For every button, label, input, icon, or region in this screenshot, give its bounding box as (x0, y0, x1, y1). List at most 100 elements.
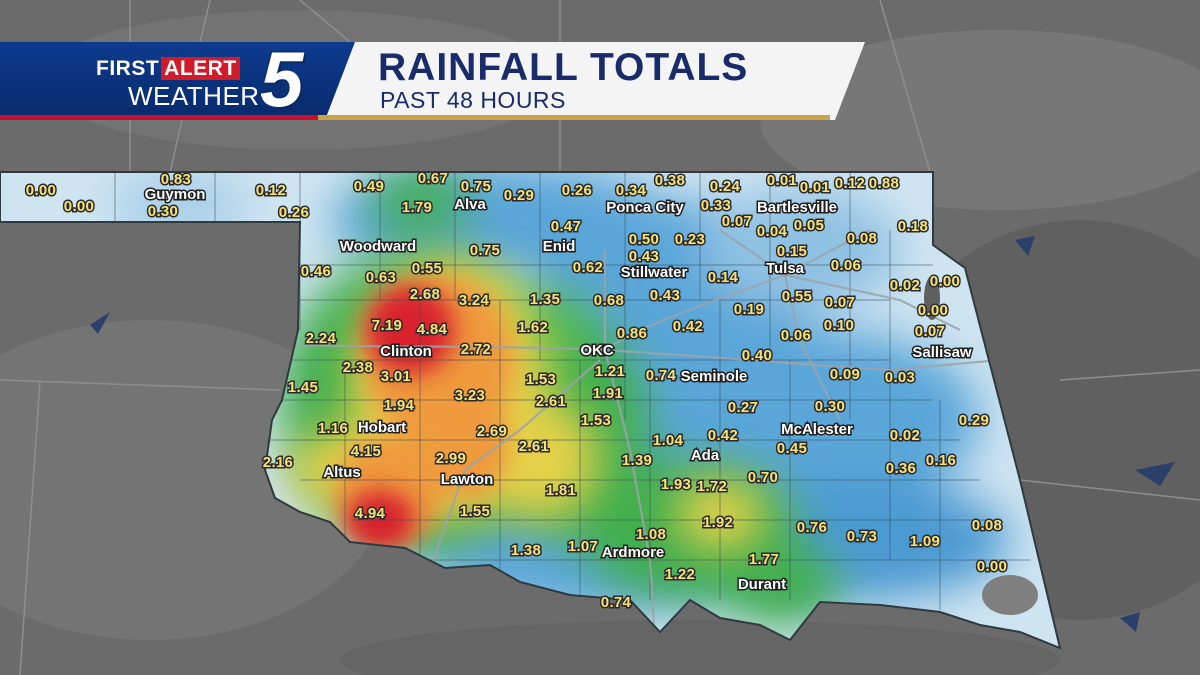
rainfall-value: 1.55 (460, 503, 490, 520)
city-label-sallisaw: Sallisaw (912, 344, 972, 361)
rainfall-value: 0.05 (794, 217, 824, 234)
rainfall-value: 0.12 (835, 175, 865, 192)
rainfall-value: 0.43 (650, 287, 680, 304)
rainfall-value: 0.06 (831, 257, 861, 274)
rainfall-value: 2.61 (519, 438, 549, 455)
rainfall-value: 0.26 (562, 182, 592, 199)
city-label-woodward: Woodward (340, 238, 416, 255)
rainfall-value: 1.92 (703, 514, 733, 531)
rainfall-value: 0.08 (972, 517, 1002, 534)
city-label-seminole: Seminole (681, 368, 748, 385)
title-underline (318, 115, 830, 120)
rainfall-value: 1.07 (568, 538, 598, 555)
rainfall-value: 4.94 (355, 505, 386, 522)
rainfall-value: 0.02 (890, 277, 920, 294)
rainfall-value: 2.61 (536, 393, 566, 410)
city-label-enid: Enid (543, 238, 576, 255)
logo-first-alert: FIRST ALERT (96, 57, 240, 81)
rainfall-value: 2.99 (436, 450, 466, 467)
rainfall-value: 0.68 (594, 292, 624, 309)
city-label-ada: Ada (691, 447, 720, 464)
rainfall-value: 0.27 (728, 399, 758, 416)
rainfall-value: 0.63 (366, 269, 396, 286)
rainfall-value: 0.18 (898, 218, 928, 235)
rainfall-value: 1.79 (402, 199, 432, 216)
rainfall-value: 0.62 (573, 259, 603, 276)
rainfall-value: 0.07 (722, 213, 752, 230)
rainfall-value: 1.81 (546, 482, 576, 499)
city-label-okc: OKC (580, 342, 614, 359)
logo-panel (0, 42, 355, 120)
rainfall-value: 0.07 (825, 294, 855, 311)
city-label-stillwater: Stillwater (621, 264, 688, 281)
rainfall-value: 0.16 (926, 452, 956, 469)
city-label-mcalester: McAlester (781, 421, 853, 438)
logo-underline (0, 115, 355, 120)
rainfall-value: 0.42 (673, 318, 703, 335)
rainfall-value: 1.09 (910, 533, 940, 550)
logo-first-text: FIRST (96, 57, 160, 80)
city-label-guymon: Guymon (145, 186, 206, 203)
city-label-ardmore: Ardmore (602, 544, 665, 561)
rainfall-value: 0.10 (824, 317, 854, 334)
rainfall-value: 0.49 (354, 178, 384, 195)
rainfall-value: 0.19 (734, 301, 764, 318)
rainfall-value: 0.55 (412, 260, 442, 277)
city-label-tulsa: Tulsa (766, 260, 805, 277)
rainfall-value: 1.39 (622, 452, 652, 469)
city-label-bartlesville: Bartlesville (757, 199, 837, 216)
rainfall-value: 0.15 (777, 243, 807, 260)
rainfall-value: 0.75 (461, 178, 491, 195)
rainfall-value: 3.01 (381, 368, 411, 385)
rainfall-value: 1.45 (288, 379, 318, 396)
rainfall-value: 2.24 (306, 330, 337, 347)
rainfall-value: 0.30 (148, 203, 178, 220)
state-outline (0, 171, 1062, 650)
city-label-ponca-city: Ponca City (606, 199, 684, 216)
rainfall-value: 0.83 (161, 171, 191, 188)
rainfall-value: 0.45 (777, 440, 807, 457)
rainfall-value: 0.70 (748, 469, 778, 486)
rainfall-value: 0.29 (504, 187, 534, 204)
rainfall-value: 0.00 (918, 302, 948, 319)
rainfall-value: 1.62 (518, 319, 548, 336)
city-label-clinton: Clinton (380, 343, 432, 360)
rainfall-value: 0.76 (797, 519, 827, 536)
rainfall-value: 0.00 (26, 182, 56, 199)
rainfall-value: 0.46 (301, 263, 331, 280)
rainfall-value: 1.04 (653, 432, 684, 449)
rainfall-value: 1.35 (530, 291, 560, 308)
city-label-alva: Alva (454, 196, 486, 213)
rainfall-value: 2.68 (410, 286, 440, 303)
rainfall-value: 3.24 (459, 292, 490, 309)
rainfall-value: 0.88 (869, 175, 899, 192)
rainfall-value: 1.53 (581, 412, 611, 429)
rainfall-value: 4.15 (351, 443, 381, 460)
rainfall-value: 4.84 (417, 321, 448, 338)
rainfall-value: 1.21 (595, 363, 625, 380)
rainfall-value: 1.72 (697, 478, 727, 495)
rainfall-values: 0.00 0.00 0.83 0.30 0.12 0.26 0.49 0.67 1.79 0.75… (24, 169, 1008, 613)
rainfall-value: 0.42 (708, 427, 738, 444)
rainfall-value: 2.38 (343, 359, 373, 376)
rainfall-value: 0.75 (470, 242, 500, 259)
rainfall-value: 0.01 (800, 179, 830, 196)
rainfall-value: 0.30 (815, 398, 845, 415)
rainfall-value: 0.86 (617, 325, 647, 342)
rainfall-value: 0.23 (675, 231, 705, 248)
rainfall-value: 0.06 (781, 327, 811, 344)
page-subtitle: PAST 48 HOURS (380, 87, 566, 113)
rainfall-value: 0.26 (279, 204, 309, 221)
rainfall-value: 0.07 (915, 323, 945, 340)
rainfall-value: 0.14 (708, 269, 739, 286)
city-labels: Guymon Alva Ponca City Bartlesville Woodward… (143, 185, 973, 595)
rainfall-value: 1.08 (636, 526, 666, 543)
rainfall-value: 3.23 (455, 387, 485, 404)
rainfall-value: 0.29 (959, 412, 989, 429)
rainfall-value: 0.55 (782, 288, 812, 305)
logo-alert-text: ALERT (161, 57, 240, 80)
rainfall-value: 0.74 (646, 367, 677, 384)
logo-weather-text: WEATHER (128, 81, 260, 111)
rainfall-value: 1.16 (318, 420, 348, 437)
